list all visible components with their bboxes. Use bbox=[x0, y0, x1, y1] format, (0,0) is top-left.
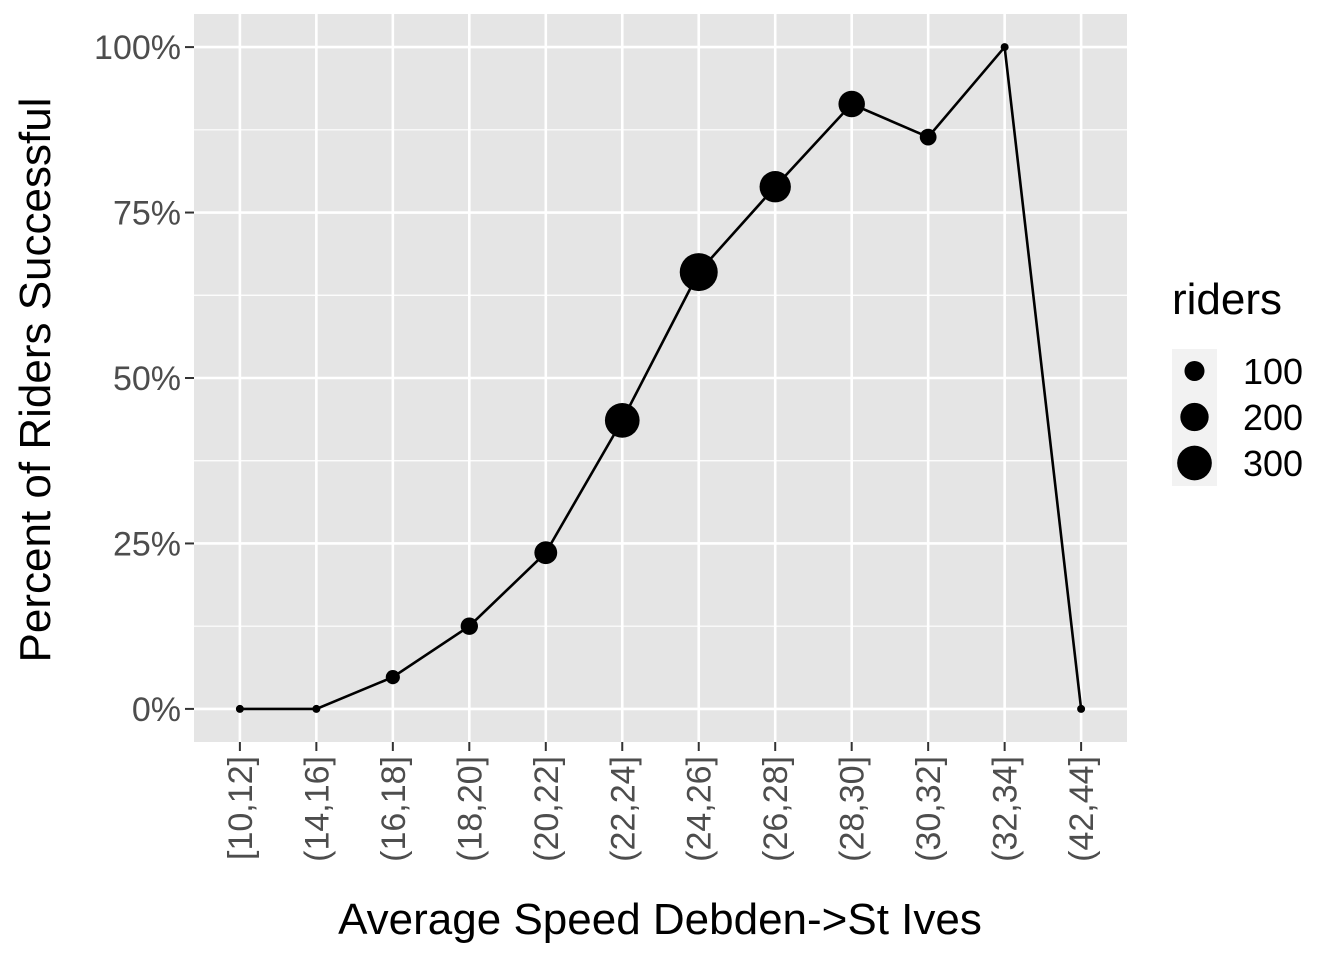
x-tick-label: (32,34] bbox=[987, 756, 1025, 862]
x-tick-label: [10,12] bbox=[222, 756, 260, 860]
legend-entry-label: 300 bbox=[1243, 443, 1303, 484]
data-point bbox=[919, 128, 937, 146]
major-gridlines bbox=[194, 14, 1127, 742]
legend-title: riders bbox=[1172, 275, 1282, 324]
legend-key-point bbox=[1184, 360, 1205, 382]
data-point bbox=[235, 704, 244, 713]
legend: riders 100 200 300 bbox=[1172, 275, 1303, 486]
data-point bbox=[385, 670, 400, 685]
legend-key-point bbox=[1180, 402, 1209, 432]
y-tick-label: 100% bbox=[94, 29, 181, 67]
y-tick-label: 75% bbox=[113, 195, 181, 233]
data-point bbox=[534, 541, 558, 565]
data-point bbox=[312, 704, 321, 713]
x-tick-label: (30,32] bbox=[910, 756, 948, 862]
y-tick-label: 0% bbox=[132, 691, 181, 729]
series-line bbox=[239, 43, 1083, 711]
y-tick-label: 50% bbox=[113, 360, 181, 398]
legend-key-point bbox=[1177, 445, 1212, 481]
x-axis-ticks: [10,12] (14,16] (16,18] (18,20] (20,22] (22,2… bbox=[222, 742, 1101, 862]
x-tick-label: (16,18] bbox=[375, 756, 413, 862]
y-tick-label: 25% bbox=[113, 525, 181, 563]
x-tick-label: (20,22] bbox=[528, 756, 566, 862]
x-tick-label: (14,16] bbox=[298, 756, 336, 862]
series-riders-success bbox=[235, 43, 1086, 713]
x-tick-label: (42,44] bbox=[1063, 756, 1101, 862]
x-tick-label: (28,30] bbox=[834, 756, 872, 862]
y-axis-ticks: 0% 25% 50% 75% 100% bbox=[94, 29, 194, 729]
x-axis-title: Average Speed Debden->St Ives bbox=[338, 895, 982, 944]
x-tick-label: (22,24] bbox=[604, 756, 642, 862]
y-axis-title: Percent of Riders Successful bbox=[11, 98, 60, 663]
data-point bbox=[759, 171, 791, 203]
data-point bbox=[604, 403, 640, 438]
minor-gridlines bbox=[194, 129, 1127, 627]
data-point bbox=[1000, 43, 1009, 52]
data-point bbox=[460, 617, 478, 635]
data-point bbox=[1077, 704, 1086, 713]
x-tick-label: (26,28] bbox=[757, 756, 795, 862]
legend-entry-label: 100 bbox=[1243, 351, 1303, 392]
x-tick-label: (18,20] bbox=[451, 756, 489, 862]
legend-entry-label: 200 bbox=[1243, 397, 1303, 438]
data-point bbox=[838, 90, 865, 118]
data-point bbox=[679, 253, 718, 292]
x-tick-label: (24,26] bbox=[681, 756, 719, 862]
legend-entries: 100 200 300 bbox=[1177, 351, 1303, 484]
